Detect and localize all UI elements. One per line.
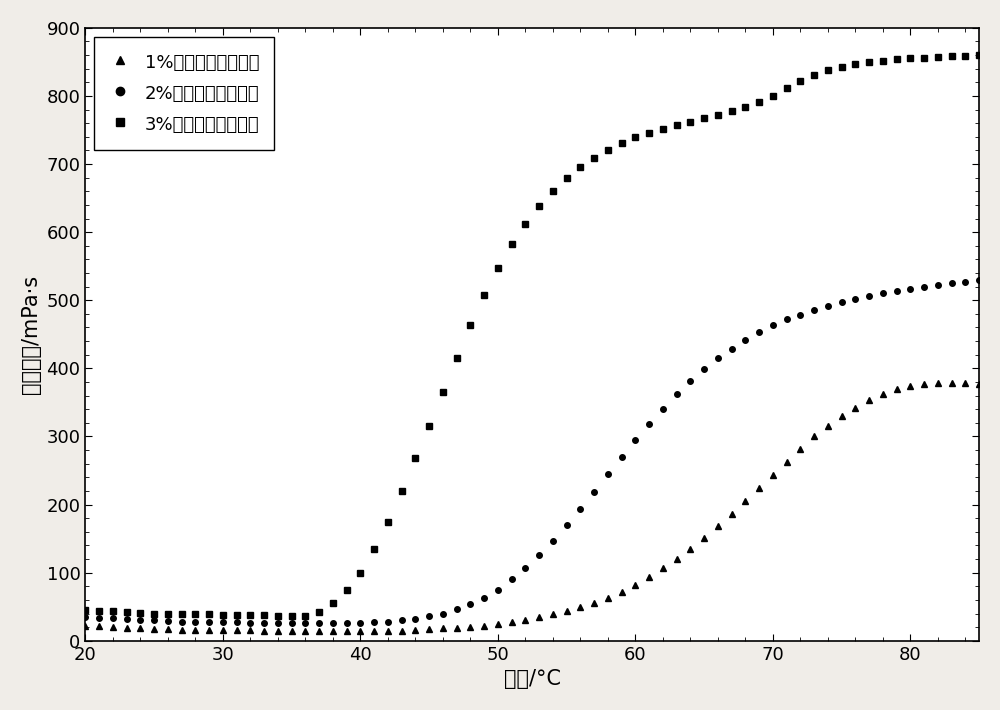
2%热增黏沉降稳定剂 bbox=[973, 275, 985, 284]
1%热增黏沉降稳定剂 bbox=[492, 619, 504, 628]
3%热增黏沉降稳定剂 bbox=[272, 611, 284, 620]
1%热增黏沉降稳定剂 bbox=[148, 625, 160, 633]
2%热增黏沉降稳定剂 bbox=[148, 616, 160, 625]
3%热增黏沉降稳定剂 bbox=[794, 77, 806, 85]
2%热增黏沉降稳定剂 bbox=[79, 613, 91, 621]
X-axis label: 温度/°C: 温度/°C bbox=[504, 669, 561, 689]
1%热增黏沉降稳定剂 bbox=[932, 379, 944, 388]
3%热增黏沉降稳定剂 bbox=[478, 291, 490, 300]
2%热增黏沉降稳定剂 bbox=[313, 619, 325, 628]
Line: 2%热增黏沉降稳定剂: 2%热增黏沉降稳定剂 bbox=[82, 277, 982, 626]
3%热增黏沉降稳定剂 bbox=[973, 51, 985, 60]
1%热增黏沉降稳定剂 bbox=[973, 380, 985, 388]
3%热增黏沉降稳定剂 bbox=[313, 608, 325, 616]
Legend: 1%热增黏沉降稳定剂, 2%热增黏沉降稳定剂, 3%热增黏沉降稳定剂: 1%热增黏沉降稳定剂, 2%热增黏沉降稳定剂, 3%热增黏沉降稳定剂 bbox=[94, 37, 274, 150]
1%热增黏沉降稳定剂 bbox=[478, 621, 490, 630]
2%热增黏沉降稳定剂 bbox=[478, 594, 490, 602]
Line: 1%热增黏沉降稳定剂: 1%热增黏沉降稳定剂 bbox=[82, 381, 982, 633]
Line: 3%热增黏沉降稳定剂: 3%热增黏沉降稳定剂 bbox=[82, 53, 982, 618]
3%热增黏沉降稳定剂 bbox=[79, 606, 91, 614]
Y-axis label: 表观粘度/mPa·s: 表观粘度/mPa·s bbox=[21, 275, 41, 394]
1%热增黏沉降稳定剂 bbox=[258, 626, 270, 635]
3%热增黏沉降稳定剂 bbox=[918, 53, 930, 62]
3%热增黏沉降稳定剂 bbox=[148, 609, 160, 618]
3%热增黏沉降稳定剂 bbox=[368, 545, 380, 553]
2%热增黏沉降稳定剂 bbox=[794, 310, 806, 319]
1%热增黏沉降稳定剂 bbox=[79, 621, 91, 630]
2%热增黏沉降稳定剂 bbox=[368, 618, 380, 627]
1%热增黏沉降稳定剂 bbox=[368, 626, 380, 635]
2%热增黏沉降稳定剂 bbox=[918, 283, 930, 291]
1%热增黏沉降稳定剂 bbox=[313, 626, 325, 635]
1%热增黏沉降稳定剂 bbox=[794, 444, 806, 453]
2%热增黏沉降稳定剂 bbox=[244, 619, 256, 628]
